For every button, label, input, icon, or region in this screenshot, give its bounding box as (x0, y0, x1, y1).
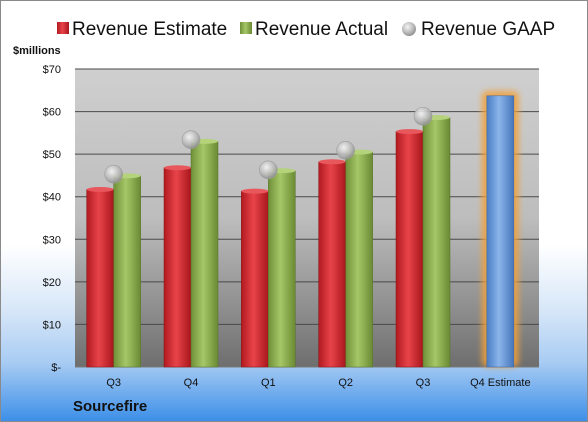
bar-revenue-estimate-cap (164, 165, 191, 171)
marker-revenue-gaap (413, 106, 433, 126)
gridlines (75, 68, 539, 368)
legend-swatch-revenue-estimate (57, 22, 69, 34)
x-tick-label: Q4 (184, 377, 199, 389)
legend: Revenue Estimate Revenue Actual Revenue … (57, 19, 555, 40)
y-tick-label: $40 (43, 192, 61, 204)
bar-revenue-estimate-cap (318, 159, 346, 165)
marker-revenue-gaap (181, 130, 201, 149)
legend-swatch-revenue-actual (240, 22, 252, 34)
bar-revenue-estimate (241, 190, 269, 368)
y-tick-label: $30 (43, 234, 61, 246)
legend-marker-revenue-gaap (402, 22, 416, 36)
y-tick-label: $- (51, 362, 61, 374)
y-tick-label: $50 (43, 149, 61, 161)
y-tick-label: $70 (43, 64, 61, 76)
legend-item-revenue-actual: Revenue Actual (240, 19, 388, 40)
y-tick-label: $60 (43, 107, 61, 119)
legend-label-revenue-estimate: Revenue Estimate (72, 19, 227, 40)
x-tick-label: Q3 (416, 377, 431, 389)
legend-item-revenue-estimate: Revenue Estimate (57, 19, 227, 40)
bar-revenue-actual (345, 151, 373, 368)
y-axis-units-label: $millions (13, 45, 61, 57)
bar-revenue-estimate (163, 167, 192, 368)
company-name: Sourcefire (73, 398, 148, 415)
legend-item-revenue-gaap: Revenue GAAP (402, 19, 555, 40)
bar-revenue-estimate (318, 161, 346, 368)
bar-revenue-actual (422, 117, 451, 368)
x-tick-label: Q4 Estimate (470, 377, 531, 389)
bars (86, 90, 519, 368)
y-tick-label: $20 (43, 277, 61, 289)
bar-revenue-actual (190, 141, 219, 368)
bar-revenue-estimate (395, 131, 424, 368)
legend-label-revenue-actual: Revenue Actual (255, 19, 388, 40)
x-tick-label: Q3 (106, 377, 121, 389)
bar-revenue-estimate-cap (241, 188, 269, 194)
x-axis-ticks: Q3 Q4 Q1 Q2 Q3 Q4 Estimate (106, 377, 530, 389)
bar-revenue-actual (268, 170, 296, 368)
x-tick-label: Q1 (261, 377, 276, 389)
bar-revenue-actual (113, 175, 141, 368)
legend-label-revenue-gaap: Revenue GAAP (421, 19, 555, 40)
marker-revenue-gaap (259, 160, 278, 180)
bar-revenue-estimate-cap (86, 186, 114, 192)
marker-revenue-gaap (104, 164, 123, 184)
y-tick-label: $10 (43, 319, 61, 331)
bar-revenue-estimate-cap (396, 129, 423, 135)
bar-revenue-estimate (86, 189, 114, 368)
y-axis-ticks: $- $10 $20 $30 $40 $50 $60 $70 (43, 64, 62, 374)
plot-area (75, 69, 539, 367)
x-tick-label: Q2 (338, 377, 353, 389)
marker-revenue-gaap (336, 141, 355, 160)
bar-q4-estimate (486, 95, 515, 368)
